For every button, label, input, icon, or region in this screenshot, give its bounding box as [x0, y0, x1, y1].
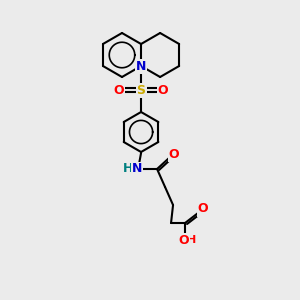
Text: N: N	[132, 163, 142, 176]
Text: S: S	[136, 83, 146, 97]
Text: O: O	[169, 148, 179, 160]
Text: O: O	[158, 83, 168, 97]
Text: O: O	[114, 83, 124, 97]
Text: O: O	[179, 233, 189, 247]
Text: H: H	[123, 163, 133, 176]
Text: H: H	[188, 235, 197, 245]
Text: O: O	[198, 202, 208, 215]
Text: N: N	[136, 59, 146, 73]
